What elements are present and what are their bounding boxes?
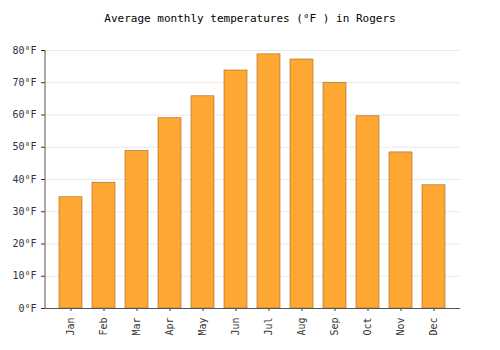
svg-text:0°F: 0°F [18, 303, 36, 314]
svg-text:Oct: Oct [362, 318, 373, 336]
svg-text:Jun: Jun [230, 318, 241, 336]
svg-text:20°F: 20°F [12, 238, 36, 249]
svg-text:60°F: 60°F [12, 109, 36, 120]
svg-text:May: May [197, 318, 208, 336]
svg-text:Apr: Apr [164, 318, 175, 336]
svg-text:80°F: 80°F [12, 45, 36, 56]
svg-text:10°F: 10°F [12, 270, 36, 281]
svg-text:40°F: 40°F [12, 174, 36, 185]
svg-text:Jul: Jul [263, 318, 274, 336]
svg-text:Dec: Dec [428, 318, 439, 336]
svg-text:50°F: 50°F [12, 141, 36, 152]
svg-text:70°F: 70°F [12, 77, 36, 88]
svg-text:Jan: Jan [65, 318, 76, 336]
svg-text:Sep: Sep [329, 318, 340, 336]
html-text:Average monthly temperatures (: Average monthly temperatures (°F ) in Ro… [104, 12, 396, 25]
svg-text:Nov: Nov [395, 318, 406, 336]
svg-text:Aug: Aug [296, 318, 307, 336]
svg-text:30°F: 30°F [12, 206, 36, 217]
svg-text:Feb: Feb [98, 318, 109, 336]
svg-text:Mar: Mar [131, 318, 142, 336]
